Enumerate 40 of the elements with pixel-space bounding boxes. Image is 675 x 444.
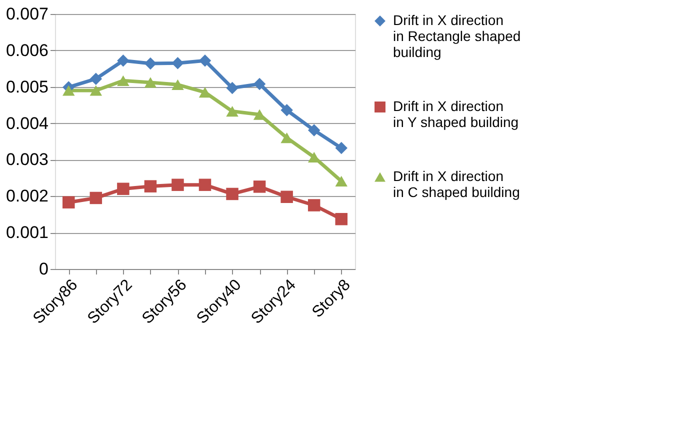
- y-tick-label: 0.006: [6, 40, 48, 60]
- point: [308, 124, 320, 136]
- point: [62, 85, 75, 96]
- point: [280, 104, 293, 116]
- y-tick-label: 0.002: [6, 186, 48, 206]
- point: [90, 72, 102, 85]
- point: [253, 180, 266, 193]
- legend-label: Drift in X direction in C shaped building: [393, 168, 520, 200]
- point: [172, 57, 184, 70]
- point: [144, 77, 157, 88]
- point: [335, 212, 348, 226]
- point: [226, 82, 238, 94]
- y-tick-label: 0.004: [6, 114, 48, 133]
- point: [226, 106, 238, 117]
- point: [280, 190, 293, 203]
- point: [308, 199, 320, 212]
- point: [335, 142, 348, 154]
- point: [335, 176, 348, 187]
- point: [117, 75, 130, 86]
- point: [198, 87, 212, 98]
- point: [90, 192, 102, 204]
- point: [144, 180, 157, 192]
- point: [172, 178, 184, 191]
- y-tick-label: 0: [39, 260, 48, 278]
- point: [117, 182, 130, 195]
- point: [90, 85, 102, 96]
- y-tick-label: 0.001: [6, 223, 48, 242]
- point: [226, 188, 238, 200]
- point: [198, 54, 212, 67]
- legend-label: Drift in X direction in Y shaped building: [393, 98, 519, 130]
- point: [62, 196, 75, 208]
- point: [198, 178, 212, 191]
- point: [172, 79, 184, 90]
- point: [280, 132, 293, 144]
- y-tick-label: 0.007: [6, 4, 48, 24]
- point: [253, 78, 266, 90]
- y-tick-label: 0.005: [6, 77, 48, 96]
- y-tick-label: 0.003: [6, 150, 48, 170]
- point: [117, 54, 130, 67]
- legend-label: Drift in X direction in Rectangle shaped building: [393, 12, 521, 60]
